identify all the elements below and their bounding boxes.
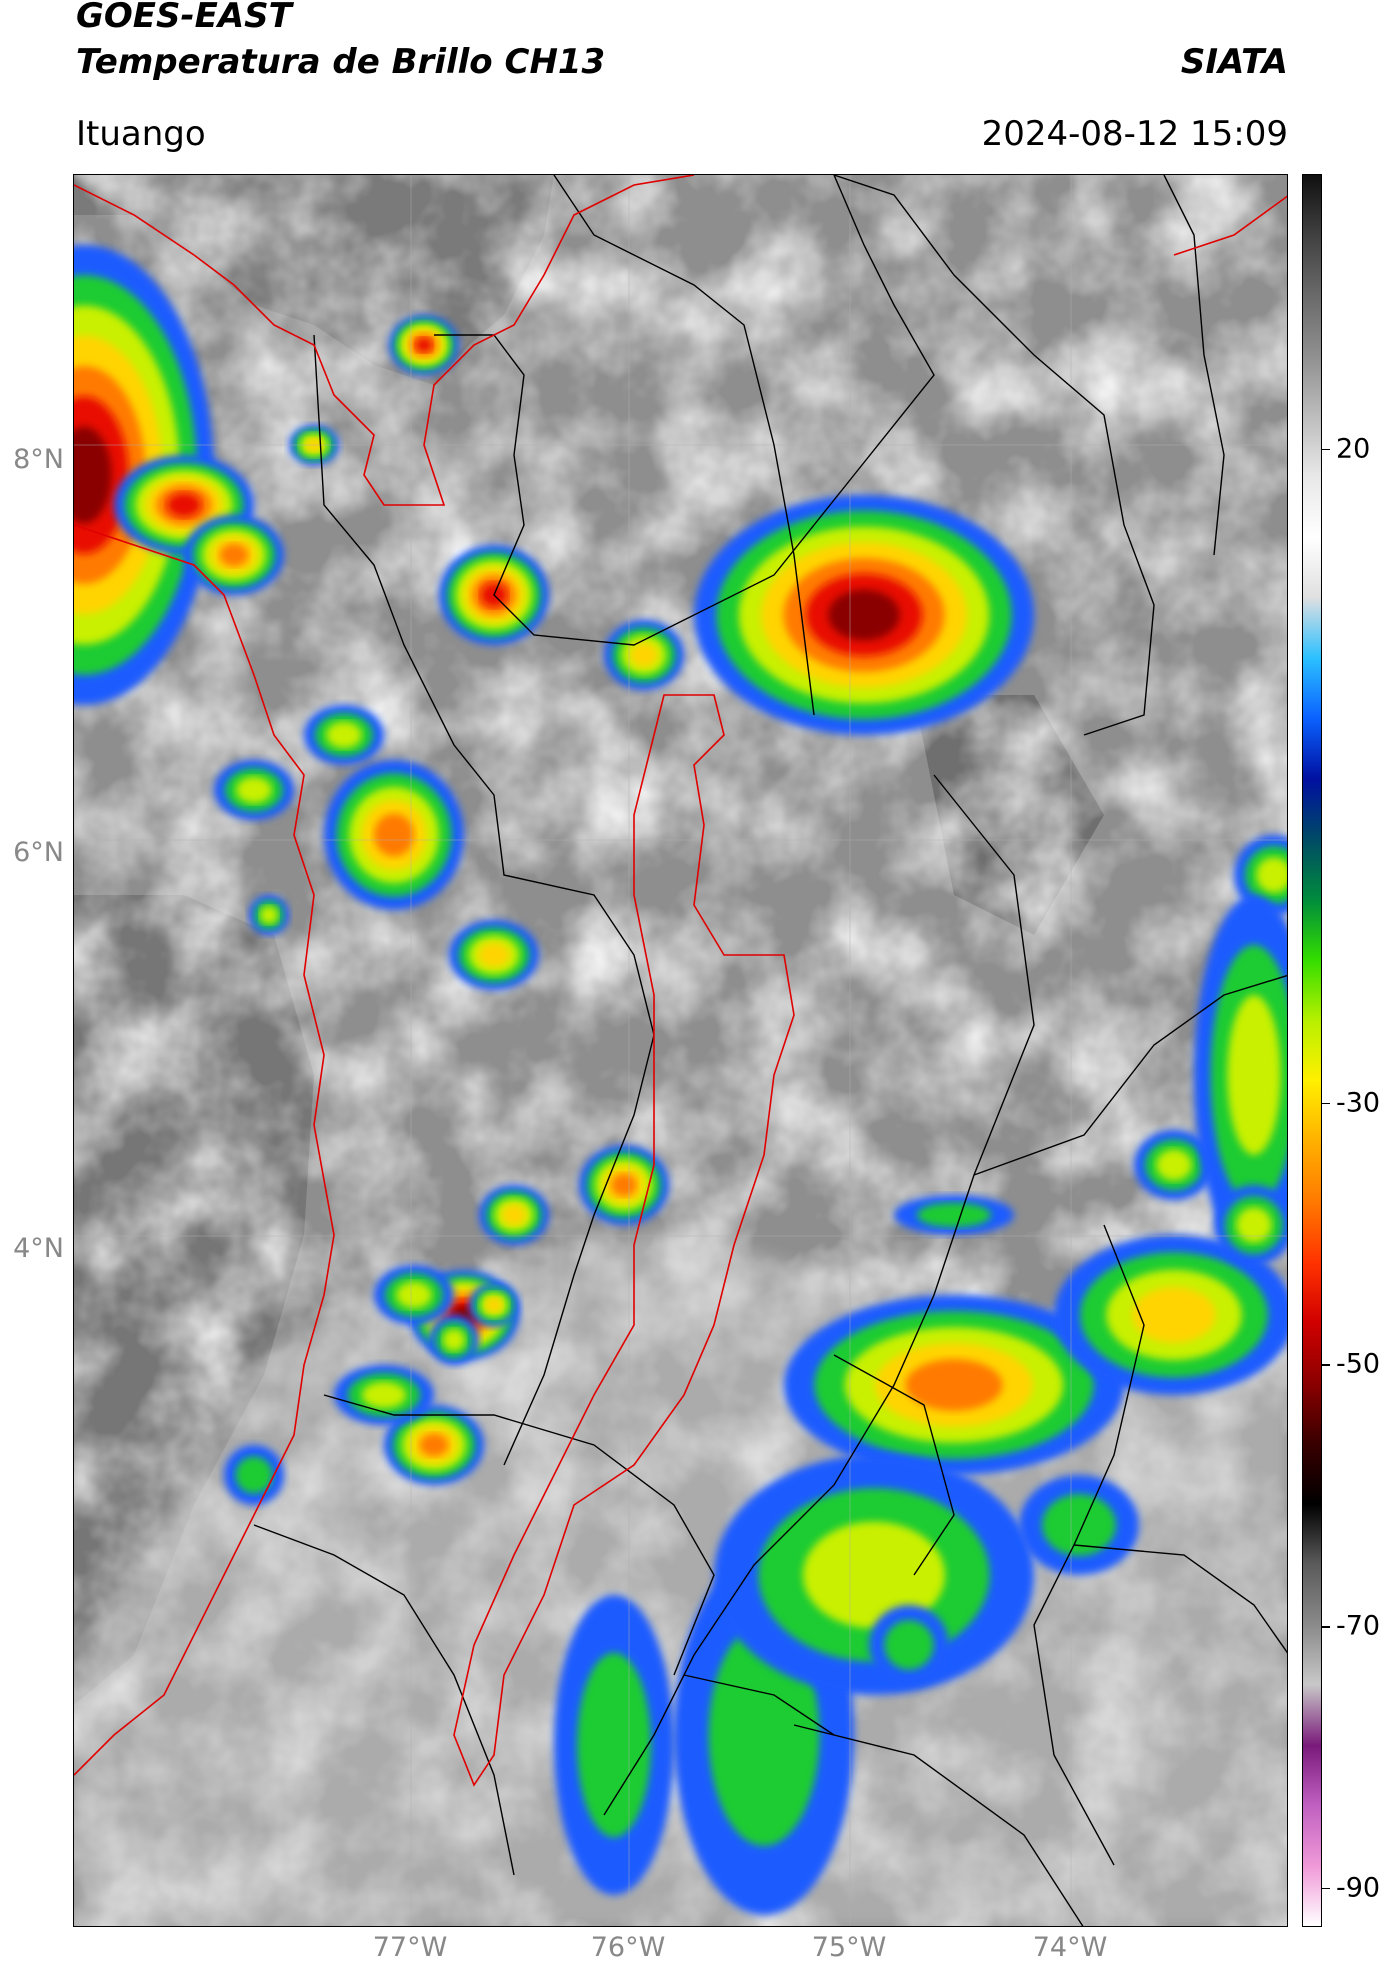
colorbar-tick [1322,1887,1330,1890]
colorbar [1302,174,1322,1927]
storm-ring [260,906,278,924]
storm-ring [74,426,112,524]
storm-ring [917,1202,991,1228]
border-line [833,1354,955,1576]
lat-label-4n: 4°N [13,1233,64,1264]
colorbar-tick [1322,1626,1330,1628]
red-outlines [74,175,1287,1787]
storm-ring [374,813,414,857]
border-line [603,774,1035,1816]
border-line [313,334,655,1036]
storm-ring [396,1281,432,1309]
storm-ring [167,492,201,518]
storm-ring [419,1433,449,1457]
storm-ring [1156,1149,1192,1181]
storm-ring [1227,995,1281,1155]
storm-ring [1256,857,1287,893]
ne-coast [1173,195,1287,256]
lon-label-75w: 75°W [811,1932,887,1963]
map-canvas [74,175,1287,1926]
border-line [1163,175,1225,556]
graticule [74,175,1287,1926]
satellite-map [73,174,1288,1927]
storm-ring [802,1521,946,1629]
colorbar-tick [1322,448,1330,451]
timestamp-label: 2024-08-12 15:09 [981,114,1288,154]
product-title: Temperatura de Brillo CH13 [76,42,606,82]
border-line [1073,1544,1287,1654]
pacific-coast [74,524,335,1776]
storm-ring [708,1624,820,1846]
storm-ring [415,337,433,353]
storm-ring [905,1359,1003,1411]
border-line [434,175,935,646]
region-label: Ituango [76,114,206,154]
border-line [323,1394,715,1676]
storm-ring [442,1328,466,1352]
antioquia-outline [453,694,795,1787]
storm-ring [501,1204,527,1226]
storm-ring [1042,1494,1116,1556]
storm-ring [361,1381,407,1409]
storm-ring [478,942,510,968]
storm-ring [611,1173,637,1197]
colorbar-label: 20 [1336,433,1371,465]
storm-ring [1236,1207,1272,1243]
border-line [683,1674,835,1736]
border-line [793,1724,1084,1926]
satellite-title: GOES-EAST [76,0,292,36]
department-borders [253,175,1287,1926]
colorbar-tick [1322,1102,1330,1105]
lon-label-77w: 77°W [372,1932,448,1963]
lon-label-76w: 76°W [590,1932,666,1963]
colorbar-label: -90 [1336,1872,1381,1904]
storm-ring [235,1456,273,1494]
storm-ring [630,642,658,668]
border-line [973,974,1287,1176]
border-line [833,175,1155,736]
colorbar-tick [1322,1364,1330,1366]
border-line [553,175,815,716]
storm-ring [219,543,249,567]
storm-ring [884,1620,934,1670]
colorbar-label: -50 [1336,1348,1381,1380]
storm-ring [485,1297,503,1313]
storm-ring [326,721,362,749]
lat-label-8n: 8°N [13,444,64,475]
lat-label-6n: 6°N [13,837,64,868]
storm-ring [236,776,272,804]
colorbar-label: -70 [1336,1610,1381,1642]
colorbar-label: -30 [1336,1087,1381,1119]
storm-ring [1132,1287,1216,1343]
storm-ring [577,1652,651,1838]
border-line [253,1524,515,1876]
border-line [503,1034,655,1466]
brand-label: SIATA [1180,42,1288,82]
lon-label-74w: 74°W [1032,1932,1108,1963]
caribbean-coast [74,175,695,506]
storm-ring [828,589,900,641]
